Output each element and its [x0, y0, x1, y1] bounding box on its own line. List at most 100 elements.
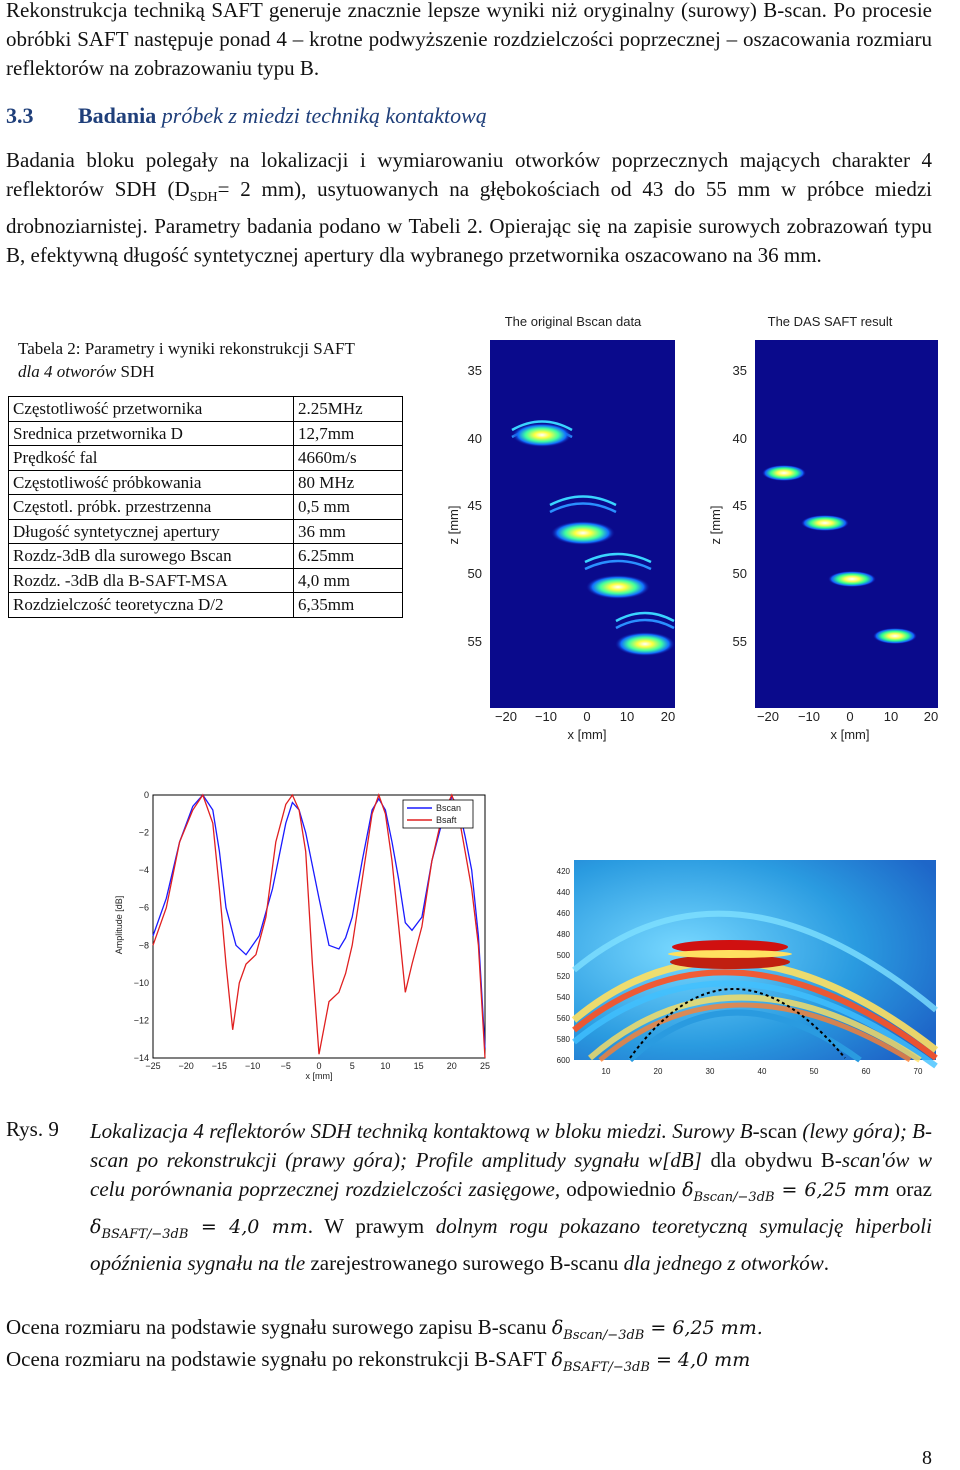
amplitude-legend: Bscan Bsaft — [402, 799, 474, 829]
table-caption-plain: SDH — [116, 362, 155, 381]
bscan-saft-ytick-3: 50 — [733, 566, 747, 581]
bscan-saft-ytick-2: 45 — [733, 498, 747, 513]
table-param-value: 6,35mm — [293, 592, 403, 618]
body-text-1: Badania bloku polegały na lokalizacji i … — [6, 148, 932, 201]
caption-formula-2-symbol: δ — [90, 1215, 102, 1238]
amplitude-ytick: 0 — [144, 790, 149, 800]
table-param-value: 2.25MHz — [293, 396, 403, 422]
caption-formula-1-value: = 6,25 mm — [774, 1179, 890, 1201]
amplitude-ytick: −10 — [134, 978, 149, 988]
amplitude-xtick: 15 — [414, 1061, 424, 1071]
bscan-saft-ytick-4: 55 — [733, 634, 747, 649]
amplitude-xtick: 5 — [350, 1061, 355, 1071]
intro-text: Rekonstrukcja techniką SAFT generuje zna… — [6, 0, 932, 80]
bscan-original-ytick-2: 45 — [468, 498, 482, 513]
bscan-original-plot: The original Bscan data 35 40 45 50 55 −… — [446, 314, 675, 742]
amplitude-ytick: −8 — [139, 940, 149, 950]
sim-xtick-6: 70 — [914, 1067, 923, 1076]
legend-label-bscan: Bscan — [436, 803, 461, 813]
sim-ytick-7: 560 — [557, 1014, 571, 1023]
amplitude-ylabel: Amplitude [dB] — [114, 896, 124, 955]
figure-caption: Lokalizacja 4 reflektorów SDH techniką k… — [90, 1117, 932, 1278]
intro-paragraph: Rekonstrukcja techniką SAFT generuje zna… — [6, 0, 932, 83]
bscan-original-reflections — [511, 420, 675, 656]
table-row: Rozdzielczość teoretyczna D/2 6,35mm — [8, 592, 403, 618]
conclusion-2-text: Ocena rozmiaru na podstawie sygnału po r… — [6, 1347, 552, 1371]
table-caption-italic: dla 4 otworów — [18, 362, 117, 381]
bscan-saft-ylabel: z [mm] — [708, 506, 723, 545]
caption-part-11: dla jednego z otworków — [618, 1250, 824, 1275]
table-row: Częstotliwość przetwornika 2.25MHz — [8, 396, 403, 422]
amplitude-plot-frame — [152, 794, 486, 1059]
amplitude-series-bscan — [152, 793, 486, 1049]
table-caption: Tabela 2: Parametry i wyniki rekonstrukc… — [18, 337, 438, 383]
section-title-plain: Badania — [78, 103, 157, 128]
table-row: Częstotl. próbk. przestrzenna 0,5 mm — [8, 494, 403, 520]
bscan-original-xtick-1: −10 — [535, 709, 557, 724]
sim-xtick-2: 30 — [706, 1067, 715, 1076]
amplitude-xtick: 25 — [480, 1061, 490, 1071]
table-param-value: 4,0 mm — [293, 567, 403, 593]
caption-formula-1: δBscan/−3dB = 6,25 mm — [682, 1179, 890, 1205]
caption-part-9: dolnym rogu pokazano teoretyczną symulac… — [90, 1213, 932, 1275]
bscan-saft-title: The DAS SAFT result — [768, 314, 893, 329]
body-subscript: SDH — [189, 190, 218, 206]
amplitude-ytick: −4 — [139, 865, 149, 875]
bscan-saft-xtick-1: −10 — [798, 709, 820, 724]
table-caption-line1: Tabela 2: Parametry i wyniki rekonstrukc… — [18, 339, 355, 358]
caption-formula-1-sub: Bscan/−3dB — [693, 1189, 775, 1205]
amplitude-xtick: −25 — [145, 1061, 160, 1071]
caption-part-7: oraz — [889, 1177, 933, 1201]
bscan-saft-reflections — [762, 465, 917, 644]
table-row: Rozdz. -3dB dla B-SAFT-MSA 4,0 mm — [8, 567, 403, 593]
hyperbola-simulation-plot: 420 440 460 480 500 520 540 560 580 600 … — [557, 860, 939, 1076]
conclusion-2-value: = 4,0 mm — [649, 1349, 751, 1371]
section-heading: 3.3 Badania próbek z miedzi techniką kont… — [6, 103, 487, 129]
sim-ytick-6: 540 — [557, 993, 571, 1002]
table-param-name: Srednica przetwornika D — [8, 420, 294, 446]
bscan-original-xtick-2: 0 — [583, 709, 590, 724]
conclusion-line-1: Ocena rozmiaru na podstawie sygnału suro… — [6, 1313, 936, 1350]
figure-label: Rys. 9 — [6, 1117, 59, 1141]
simulation-bands — [571, 910, 939, 1069]
sim-ytick-2: 460 — [557, 909, 571, 918]
sim-ytick-1: 440 — [557, 888, 571, 897]
table-row: Częstotliwość próbkowania 80 MHz — [8, 469, 403, 495]
table-param-name: Rozdz. -3dB dla B-SAFT-MSA — [8, 567, 294, 593]
section-title-italic: próbek z miedzi techniką kontaktową — [161, 103, 487, 128]
conclusion-1-symbol: δ — [551, 1317, 564, 1339]
legend-box — [402, 799, 474, 829]
table-param-name: Częstotliwość przetwornika — [8, 396, 294, 422]
conclusion-line-2: Ocena rozmiaru na podstawie sygnału po r… — [6, 1345, 936, 1382]
caption-part-1: Lokalizacja 4 reflektorów SDH techniką k… — [90, 1119, 760, 1143]
table-row: Srednica przetwornika D 12,7mm — [8, 420, 403, 446]
table-param-value: 0,5 mm — [293, 494, 403, 520]
sim-ytick-4: 500 — [557, 951, 571, 960]
conclusion-1-sub: Bscan/−3dB — [563, 1327, 645, 1343]
sim-xtick-1: 20 — [654, 1067, 663, 1076]
sim-ytick-3: 480 — [557, 930, 571, 939]
amplitude-ytick: −2 — [139, 828, 149, 838]
table-param-name: Prędkość fal — [8, 445, 294, 471]
bscan-original-ylabel: z [mm] — [446, 506, 461, 545]
body-text-2: = 2 mm), usytuowanych na głębokościach o… — [6, 177, 932, 268]
amplitude-xtick: 10 — [380, 1061, 390, 1071]
table-param-name: Częstotliwość próbkowania — [8, 469, 294, 495]
caption-part-2: scan — [759, 1119, 797, 1143]
caption-part-8: . W prawym — [307, 1213, 425, 1238]
table-param-value: 80 MHz — [293, 469, 403, 495]
bscan-original-ytick-4: 55 — [468, 634, 482, 649]
caption-part-6: odpowiednio — [566, 1177, 676, 1201]
section-number: 3.3 — [6, 103, 34, 128]
caption-formula-2-sub: BSAFT/−3dB — [101, 1226, 189, 1242]
amplitude-xtick: −20 — [179, 1061, 194, 1071]
amplitude-xtick: −15 — [212, 1061, 227, 1071]
table-row: Długość syntetycznej apertury 36 mm — [8, 518, 403, 544]
caption-part-5: scan'ów w celu porównania poprzecznej ro… — [90, 1148, 932, 1201]
amplitude-xlabel: x [mm] — [306, 1071, 333, 1081]
bscan-saft-xtick-3: 10 — [884, 709, 898, 724]
amplitude-ytick: −6 — [139, 903, 149, 913]
bscan-original-ytick-1: 40 — [468, 431, 482, 446]
amplitude-xtick: 20 — [447, 1061, 457, 1071]
sim-ytick-9: 600 — [557, 1056, 571, 1065]
